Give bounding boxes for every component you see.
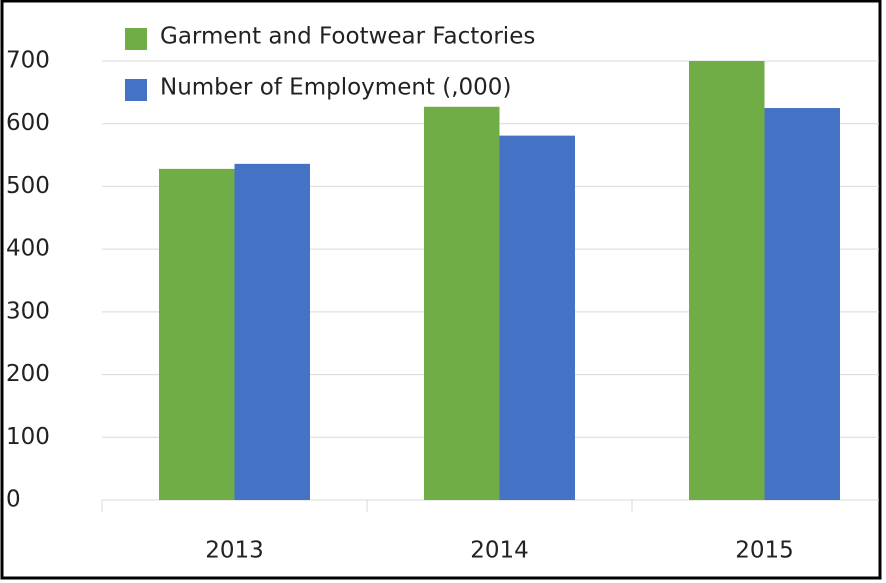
bar <box>424 106 500 500</box>
bar <box>689 61 765 500</box>
legend-label: Number of Employment (,000) <box>160 75 511 101</box>
x-tick-label: 2013 <box>205 538 264 564</box>
y-tick-label: 200 <box>6 361 50 387</box>
y-tick-label: 500 <box>6 173 50 199</box>
y-tick-label: 300 <box>6 298 50 324</box>
y-tick-label: 100 <box>6 424 50 450</box>
legend-swatch <box>125 79 147 101</box>
bar <box>159 168 235 500</box>
bar <box>499 135 575 500</box>
x-tick-label: 2015 <box>735 538 794 564</box>
legend-swatch <box>125 28 147 50</box>
y-tick-label: 0 <box>6 487 21 513</box>
y-tick-label: 400 <box>6 236 50 262</box>
x-tick-label: 2014 <box>470 538 529 564</box>
legend-label: Garment and Footwear Factories <box>160 24 535 50</box>
y-tick-label: 600 <box>6 110 50 136</box>
y-tick-label: 700 <box>6 48 50 74</box>
bar <box>764 108 840 501</box>
bar <box>234 163 310 500</box>
